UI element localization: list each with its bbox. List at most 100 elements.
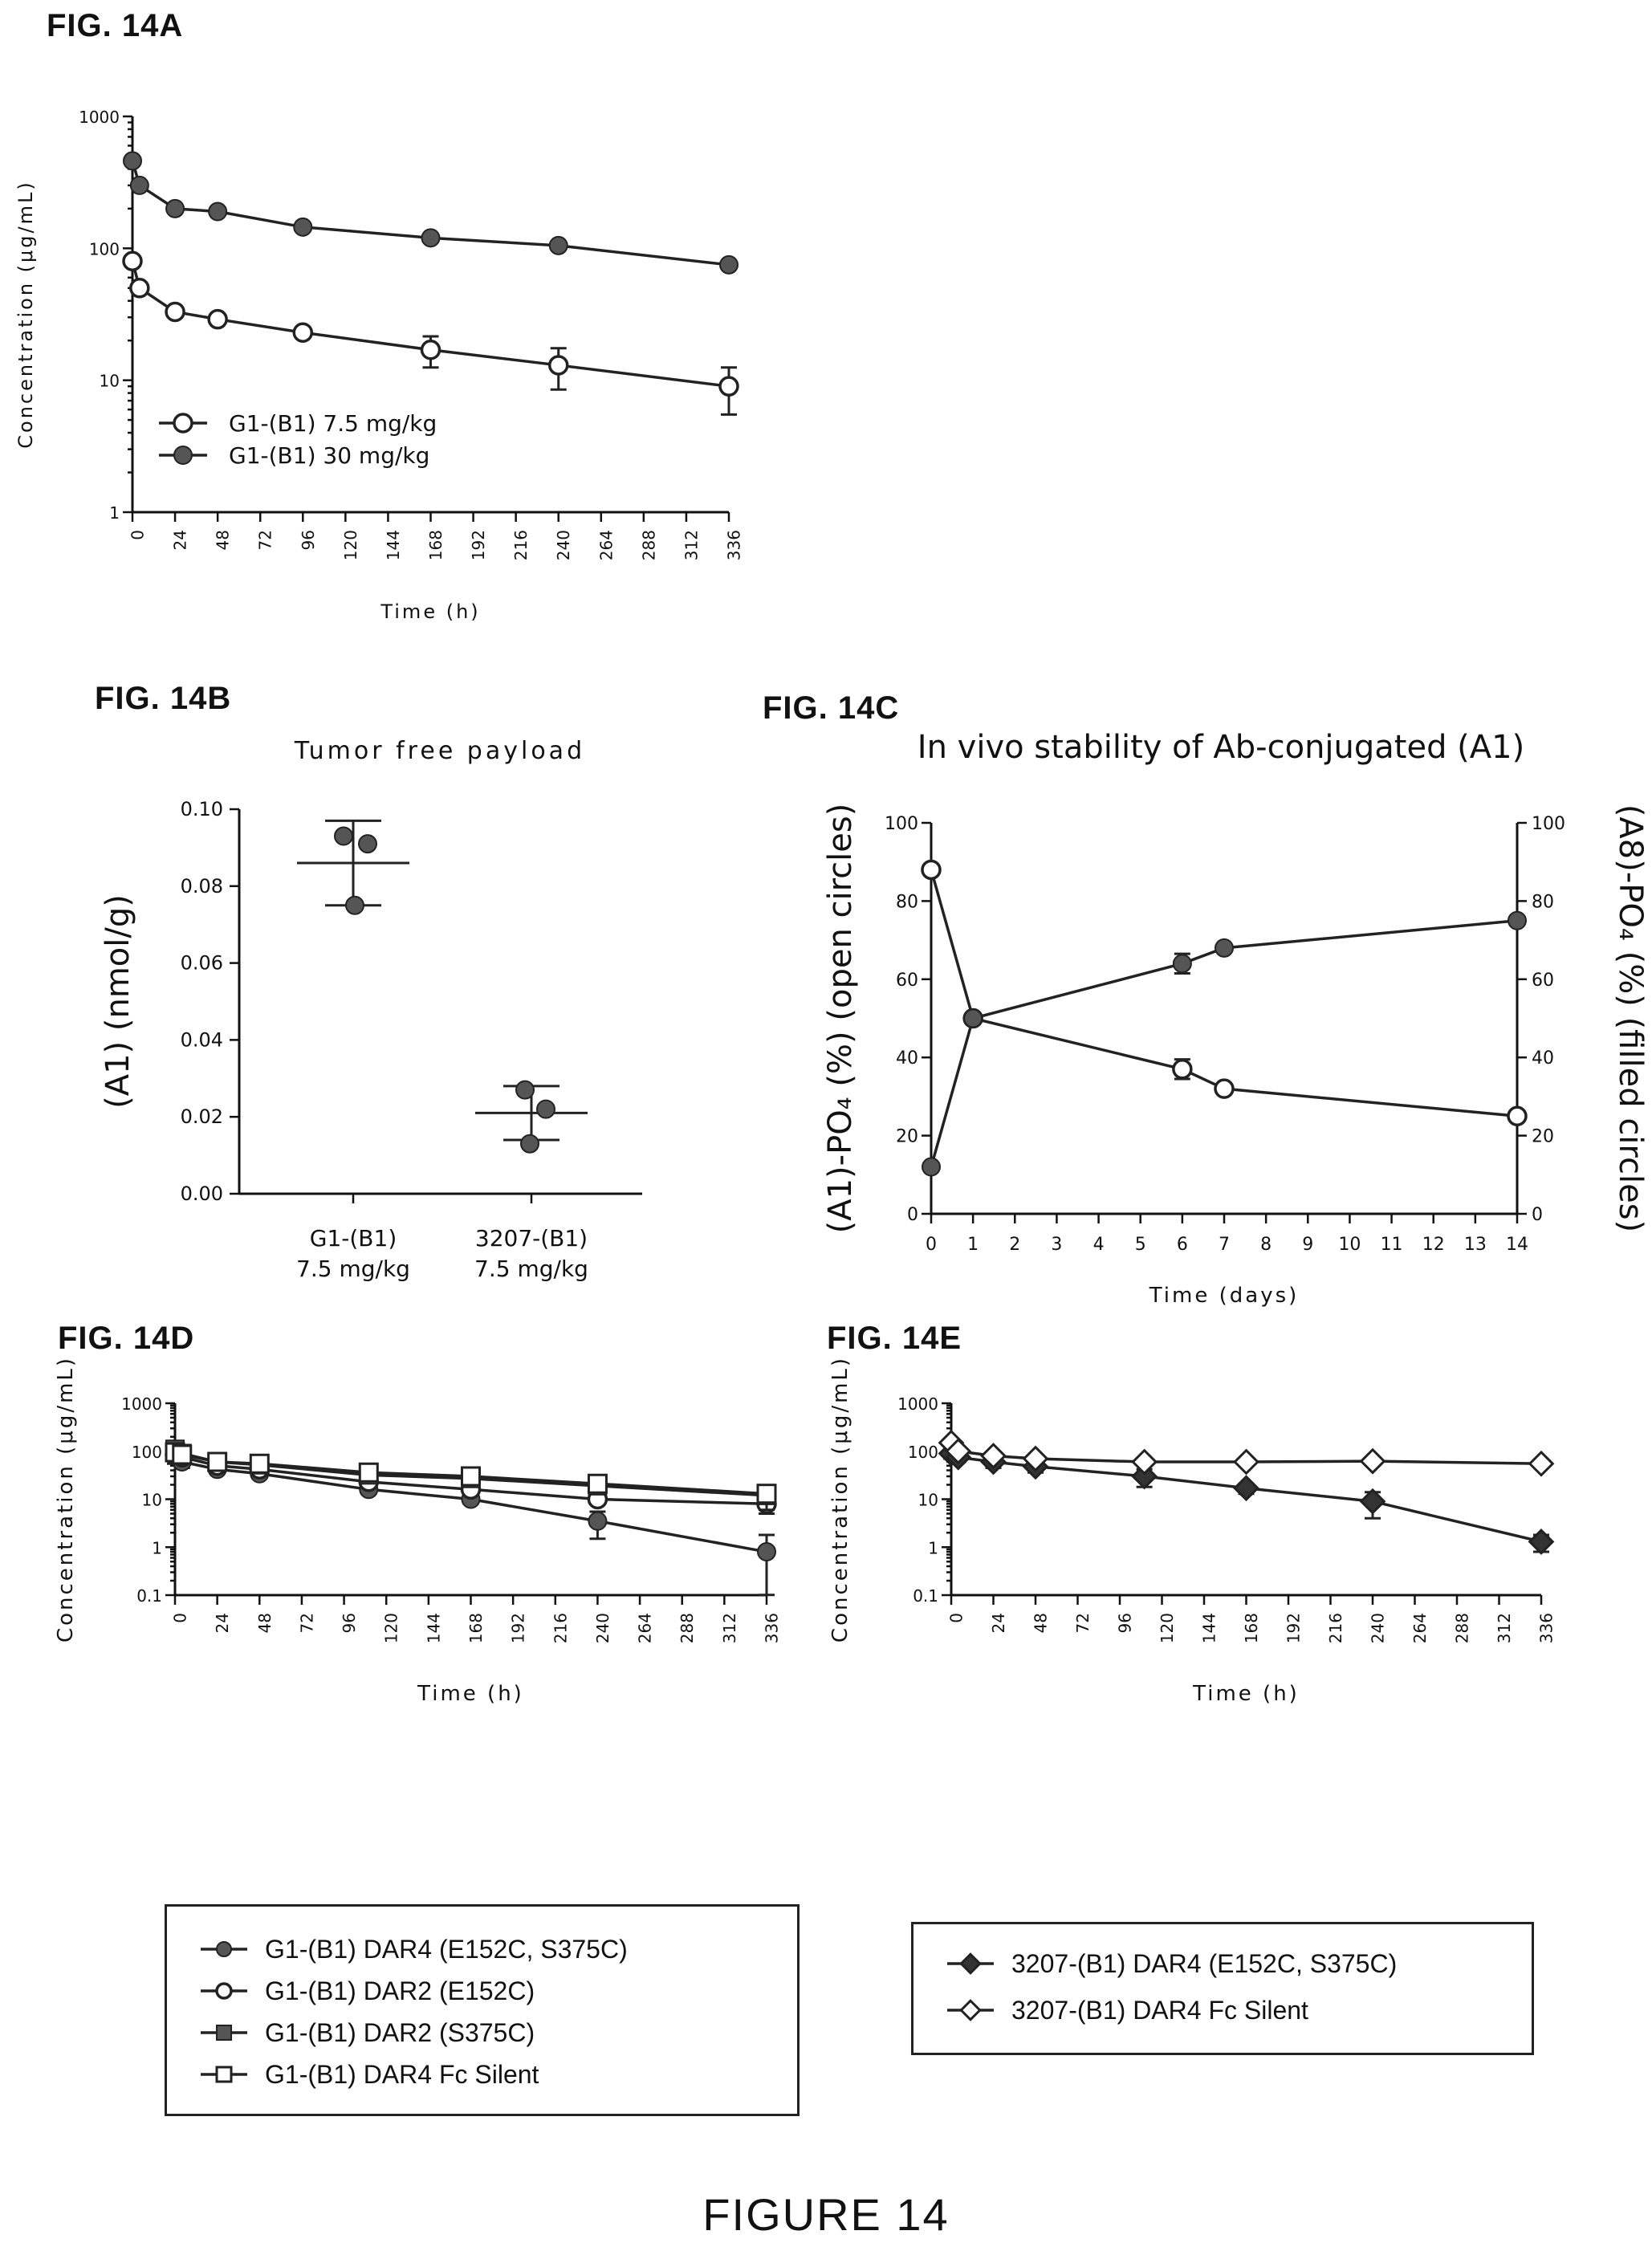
x-tick-label: 96 — [340, 1613, 359, 1633]
x-tick-label: 3 — [1051, 1235, 1062, 1255]
data-point — [421, 228, 441, 248]
series-line-0 — [950, 1451, 1542, 1544]
data-point — [1528, 1529, 1555, 1555]
figure-caption: FIGURE 14 — [702, 2189, 950, 2240]
x-tick-label: 4 — [1093, 1235, 1105, 1255]
y-tick-label: 40 — [896, 1048, 918, 1069]
legend-marker — [201, 2066, 247, 2083]
x-tick-label: 24 — [989, 1613, 1008, 1633]
y-tick-label: 100 — [885, 814, 918, 834]
legend-symbol — [215, 2066, 233, 2083]
data-point — [172, 1452, 192, 1472]
legend-item: 3207-(B1) DAR4 Fc Silent — [946, 1992, 1308, 2029]
x-tick-label: 48 — [214, 530, 233, 550]
data-point — [962, 1007, 983, 1029]
fig-14e-label: FIG. 14E — [827, 1321, 962, 1356]
fig-14b-label: FIG. 14B — [95, 681, 232, 716]
x-tick-label: 1 — [967, 1235, 979, 1255]
data-point — [359, 1480, 379, 1500]
data-point — [1359, 1488, 1386, 1515]
y-tick-label: 0.10 — [181, 798, 223, 820]
data-point — [756, 1484, 777, 1504]
data-point — [1022, 1453, 1049, 1480]
legend-symbol — [173, 446, 193, 465]
data-point — [1528, 1450, 1555, 1477]
x-tick-label: 12 — [1422, 1235, 1445, 1255]
x-tick-label: 168 — [426, 530, 446, 560]
category-sublabel: 7.5 mg/kg — [296, 1256, 410, 1282]
legend-marker — [201, 2025, 247, 2041]
data-point — [922, 1157, 941, 1177]
x-tick-label: 336 — [763, 1613, 782, 1643]
y-right-tick-label: 60 — [1532, 971, 1554, 991]
data-point — [249, 1453, 270, 1474]
legend-label: G1-(B1) DAR4 Fc Silent — [265, 2059, 539, 2089]
data-point — [165, 1442, 185, 1463]
y-tick-label: 0.1 — [136, 1586, 162, 1606]
x-tick-label: 2 — [1009, 1235, 1020, 1255]
data-point — [461, 1489, 481, 1509]
legend-14d: G1-(B1) DAR4 (E152C, S375C) G1-(B1) DAR2 … — [165, 1904, 800, 2116]
legend-symbol — [216, 1941, 232, 1957]
data-point — [588, 1476, 608, 1496]
x-axis-label: Time (h) — [1192, 1682, 1300, 1706]
data-point — [719, 254, 739, 275]
data-point — [588, 1511, 608, 1531]
x-tick-label: 10 — [1338, 1235, 1361, 1255]
data-point — [250, 1463, 270, 1484]
legend-item: G1-(B1) DAR2 (E152C) — [199, 1972, 535, 2009]
data-point — [172, 1447, 193, 1467]
data-point — [165, 1446, 185, 1466]
legend-label: 3207-(B1) DAR4 Fc Silent — [1011, 1995, 1308, 2025]
data-point — [1172, 954, 1192, 974]
x-tick-label: 13 — [1464, 1235, 1487, 1255]
legend-marker — [201, 1941, 247, 1957]
x-tick-label: 312 — [682, 530, 701, 560]
y-tick-label: 0.06 — [181, 952, 223, 975]
data-point — [461, 1468, 481, 1488]
y-tick-label: 20 — [896, 1127, 918, 1147]
y-tick-label: 100 — [908, 1443, 938, 1462]
data-point — [129, 278, 150, 299]
data-point — [334, 826, 353, 846]
data-point — [420, 340, 441, 360]
y-axis-label: (A1) (nmol/g) — [100, 894, 136, 1109]
x-tick-label: 120 — [382, 1613, 401, 1643]
legend-item: 3207-(B1) DAR4 (E152C, S375C) — [946, 1945, 1397, 1982]
data-point — [921, 859, 942, 881]
data-point — [359, 1465, 379, 1485]
y-axis-label: (A1)-PO₄ (%) (open circles) — [822, 804, 859, 1234]
y-right-tick-label: 80 — [1532, 892, 1554, 912]
category-label: G1-(B1) — [310, 1225, 397, 1252]
data-point — [206, 1455, 228, 1476]
x-tick-label: 240 — [593, 1613, 612, 1643]
series-line-3 — [174, 1451, 767, 1496]
data-point — [1172, 1059, 1193, 1080]
x-tick-label: 192 — [509, 1613, 528, 1643]
data-point — [293, 217, 313, 237]
y-tick-label: 1000 — [897, 1394, 938, 1414]
data-point — [172, 1443, 192, 1463]
data-point — [1022, 1445, 1049, 1472]
data-point — [756, 1493, 777, 1515]
series-line-2 — [174, 1447, 767, 1497]
data-point — [938, 1429, 965, 1456]
data-point — [1233, 1448, 1259, 1476]
y-tick-label: 0.1 — [913, 1586, 938, 1606]
series-line-0 — [131, 260, 730, 388]
data-point — [292, 322, 314, 343]
series-line-0 — [173, 1455, 767, 1553]
data-point — [249, 1459, 271, 1480]
x-tick-label: 8 — [1260, 1235, 1272, 1255]
x-tick-label: 336 — [725, 530, 744, 560]
data-point — [945, 1443, 972, 1471]
data-point — [1131, 1463, 1158, 1490]
data-point — [165, 198, 185, 218]
x-tick-label: 14 — [1506, 1235, 1528, 1255]
data-point — [461, 1466, 481, 1487]
data-point — [718, 376, 739, 397]
data-point — [945, 1438, 972, 1465]
x-tick-label: 336 — [1537, 1613, 1556, 1643]
x-tick-label: 168 — [466, 1613, 486, 1643]
x-tick-label: 72 — [1073, 1613, 1093, 1633]
